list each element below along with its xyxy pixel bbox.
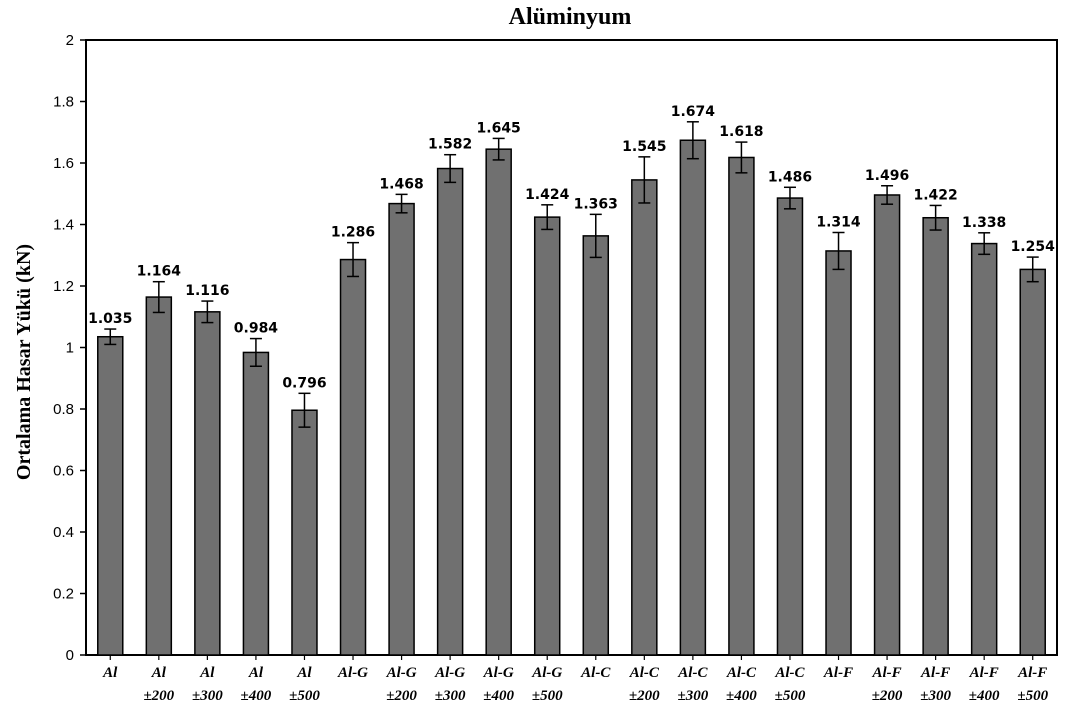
data-label: 1.254	[1011, 239, 1056, 255]
y-tick-label: 0	[66, 647, 74, 664]
data-label: 1.422	[913, 187, 957, 203]
x-tick-sublabel: ±400	[483, 688, 514, 704]
bar	[339, 258, 367, 656]
bar	[776, 197, 804, 656]
y-tick-label: 2	[66, 32, 74, 49]
bar	[873, 194, 901, 656]
x-tick-sublabel: ±300	[435, 688, 466, 704]
bar	[485, 148, 512, 656]
y-tick-label: 1	[66, 340, 74, 357]
x-tick-sublabel: ±300	[192, 688, 223, 704]
bar	[631, 179, 658, 656]
bar	[728, 156, 755, 656]
bar	[922, 216, 949, 656]
bar	[825, 250, 852, 656]
x-tick-label: Al-F	[1017, 665, 1047, 681]
x-tick-label: Al	[102, 665, 118, 681]
y-tick-label: 0.4	[53, 524, 74, 541]
y-tick-label: 1.4	[53, 217, 74, 234]
data-label: 1.468	[379, 176, 423, 192]
y-axis-label: Ortalama Hasar Yükü (kN)	[13, 244, 35, 480]
data-label: 1.645	[477, 120, 521, 136]
x-tick-label: Al-G	[531, 665, 562, 681]
plot-area: 0 0.2 0.4 0.6 0.8 1 1.2 1.4 1.6 1.8 2 1.035 Al 1.164 A…	[53, 32, 1058, 704]
bar	[970, 242, 998, 656]
bar	[145, 296, 173, 656]
x-tick-sublabel: ±400	[726, 688, 757, 704]
y-tick-label: 1.6	[53, 155, 74, 172]
bar	[436, 167, 464, 656]
bar	[388, 202, 415, 656]
chart-title: Alüminyum	[509, 4, 632, 30]
x-tick-label: Al-G	[386, 665, 417, 681]
data-label: 0.796	[282, 375, 326, 391]
data-label: 1.618	[719, 124, 763, 140]
data-label: 1.424	[525, 187, 570, 203]
x-tick-label: Al-G	[483, 665, 514, 681]
x-tick-label: Al-F	[969, 665, 999, 681]
plot-frame	[85, 39, 1058, 656]
x-tick-sublabel: ±200	[386, 688, 417, 704]
x-tick-label: Al-C	[726, 665, 757, 681]
bar	[679, 139, 707, 656]
x-tick-label: Al-F	[823, 665, 853, 681]
x-tick-sublabel: ±300	[920, 688, 951, 704]
data-label: 1.496	[865, 168, 909, 184]
y-tick-label: 0.8	[53, 401, 74, 418]
x-tick-label: Al	[296, 665, 312, 681]
bar	[533, 216, 561, 656]
x-tick-label: Al-C	[774, 665, 805, 681]
x-tick-sublabel: ±500	[289, 688, 320, 704]
x-tick-label: Al-F	[871, 665, 901, 681]
data-label: 1.486	[768, 169, 812, 185]
x-tick-sublabel: ±300	[678, 688, 709, 704]
x-tick-sublabel: ±400	[969, 688, 1000, 704]
x-tick-label: Al-G	[337, 665, 368, 681]
data-label: 1.164	[137, 264, 182, 280]
x-tick-sublabel: ±500	[532, 688, 563, 704]
x-tick-label: Al-F	[920, 665, 950, 681]
x-tick-sublabel: ±400	[241, 688, 272, 704]
y-tick-label: 1.2	[53, 278, 74, 295]
data-label: 1.545	[622, 139, 666, 155]
x-tick-label: Al-C	[629, 665, 660, 681]
x-tick-label: Al-G	[434, 665, 465, 681]
x-tick-sublabel: ±500	[1017, 688, 1048, 704]
bar	[97, 335, 124, 656]
bar	[194, 311, 221, 656]
data-label: 1.674	[671, 104, 716, 120]
data-label: 1.582	[428, 137, 472, 153]
data-label: 1.035	[88, 311, 132, 327]
data-label: 1.314	[816, 214, 861, 230]
data-label: 1.116	[185, 283, 229, 299]
data-label: 1.286	[331, 225, 375, 241]
data-label: 1.338	[962, 215, 1006, 231]
bar	[582, 235, 610, 656]
y-tick-label: 1.8	[53, 94, 74, 111]
x-tick-label: Al-C	[580, 665, 611, 681]
x-tick-sublabel: ±200	[143, 688, 174, 704]
x-tick-label: Al-C	[677, 665, 708, 681]
bar	[291, 409, 318, 656]
x-tick-sublabel: ±200	[629, 688, 660, 704]
x-tick-sublabel: ±500	[775, 688, 806, 704]
bar	[1019, 268, 1046, 656]
x-tick-label: Al	[151, 665, 167, 681]
bar	[242, 351, 270, 656]
y-tick-label: 0.6	[53, 463, 74, 480]
x-tick-label: Al	[248, 665, 264, 681]
x-tick-label: Al	[199, 665, 215, 681]
y-tick-label: 0.2	[53, 586, 74, 603]
data-label: 0.984	[234, 321, 279, 337]
x-tick-sublabel: ±200	[872, 688, 903, 704]
data-label: 1.363	[574, 196, 618, 212]
